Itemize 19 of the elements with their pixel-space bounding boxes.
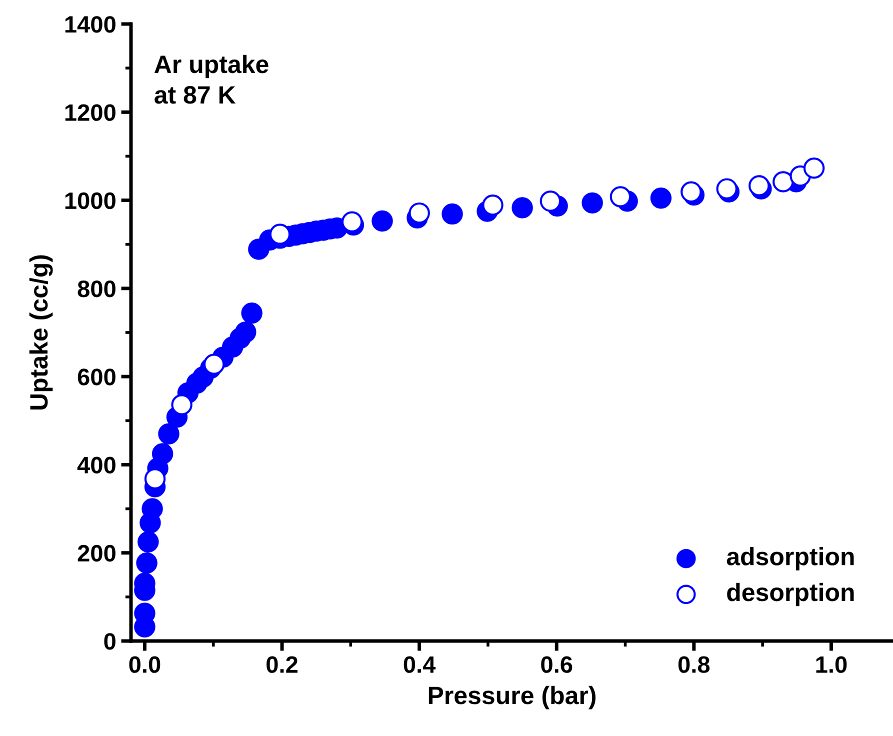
x-tick-label: 0.0: [129, 656, 160, 673]
x-tick-label: 1.0: [816, 656, 847, 673]
y-tick-label: 200: [78, 544, 116, 562]
y-tick-label: 0: [104, 633, 116, 650]
x-tick-label: 0.4: [404, 656, 436, 673]
y-tick-label: 400: [77, 456, 116, 474]
legend-label: adsorption: [726, 547, 854, 570]
y-tick-label: 1000: [65, 192, 116, 210]
y-tick-label: 1200: [65, 104, 116, 121]
y-tick-label: 1400: [65, 16, 116, 33]
y-tick-label: 800: [78, 280, 116, 298]
x-tick-label: 0.6: [541, 656, 572, 673]
legend-label: desorption: [727, 582, 854, 606]
annotation: Ar uptake at 87 K: [154, 54, 268, 104]
y-axis-title: Uptake (cc/g): [29, 255, 53, 410]
x-axis-title: Pressure (bar): [428, 686, 596, 710]
x-tick-label: 0.2: [266, 656, 298, 673]
x-tick-label: 0.8: [678, 656, 710, 673]
y-tick-label: 600: [78, 368, 116, 386]
